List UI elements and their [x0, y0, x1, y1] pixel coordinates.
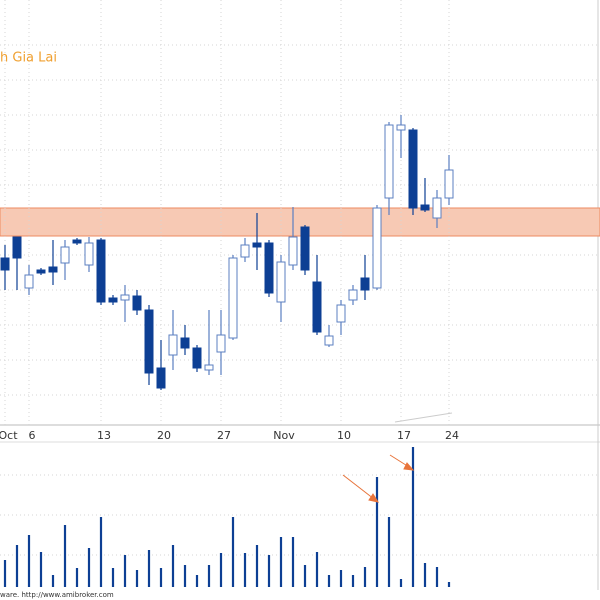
candle-body [432, 197, 442, 219]
candle-body [108, 297, 118, 303]
candle-body [36, 269, 46, 274]
candle-body [156, 367, 166, 389]
x-tick-label: 20 [157, 429, 171, 442]
x-tick-label: 24 [445, 429, 459, 442]
candle-body [444, 169, 454, 199]
candle-body [360, 277, 370, 291]
arrows [342, 454, 415, 503]
x-tick-label: 17 [397, 429, 411, 442]
candle-body [288, 236, 298, 266]
candle-body [276, 261, 286, 303]
candle-body [24, 274, 34, 289]
footer: ware. http://www.amibroker.com [0, 591, 114, 599]
resistance-zone [0, 207, 600, 237]
candle-body [300, 226, 310, 271]
candle-body [228, 257, 238, 339]
candle-body [216, 334, 226, 353]
candle-body [420, 204, 430, 211]
chart-title: h Gia Lai [0, 51, 57, 66]
candle-body [336, 304, 346, 323]
candle-body [132, 295, 142, 311]
candle-body [384, 124, 394, 199]
trend-line [394, 412, 453, 423]
x-tick-label: 10 [337, 429, 351, 442]
candle-body [168, 334, 178, 356]
x-tick-label: 6 [29, 429, 36, 442]
candle-body [396, 124, 406, 131]
candle-body [192, 347, 202, 369]
x-tick-label: 13 [97, 429, 111, 442]
candle-body [348, 289, 358, 301]
candle-body [72, 239, 82, 244]
candle-body [12, 236, 22, 259]
candle-body [48, 266, 58, 273]
candle-body [0, 257, 10, 271]
candle-body [180, 337, 190, 349]
candle-body [312, 281, 322, 333]
grid [0, 44, 598, 556]
candle-body [84, 242, 94, 266]
x-tick-label: Nov [273, 429, 295, 442]
candle-body [144, 309, 154, 374]
candle-body [252, 242, 262, 248]
candle-body [60, 246, 70, 264]
marks: Oct 6 13 20 27 Nov 10 17 24 [0, 0, 600, 587]
x-tick-label: 27 [217, 429, 231, 442]
candle-body [264, 242, 274, 294]
candle-body [408, 129, 418, 209]
candle-body [372, 207, 382, 289]
candle-body [120, 294, 130, 301]
candle-body [96, 239, 106, 303]
x-tick-label: Oct [0, 429, 18, 442]
candle-body [204, 364, 214, 371]
candle-body [324, 335, 334, 346]
candle-body [240, 244, 250, 258]
